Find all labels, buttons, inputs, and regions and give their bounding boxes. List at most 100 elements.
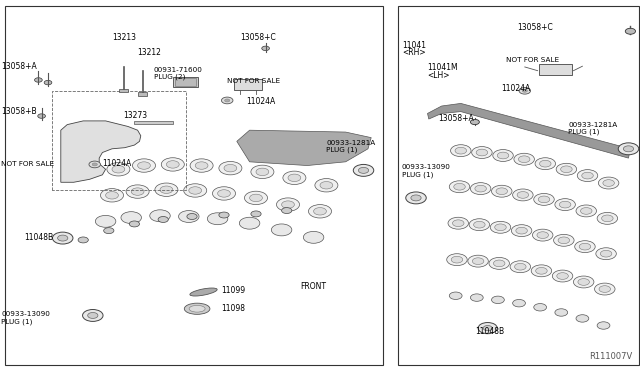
Text: 11041: 11041	[402, 41, 426, 50]
Text: <LH>: <LH>	[428, 71, 450, 80]
Polygon shape	[428, 103, 630, 158]
Text: 11048B: 11048B	[475, 327, 504, 336]
Circle shape	[406, 192, 426, 204]
Circle shape	[250, 194, 262, 202]
Circle shape	[449, 292, 462, 299]
Circle shape	[288, 174, 301, 182]
Text: R111007V: R111007V	[589, 352, 632, 361]
Circle shape	[519, 87, 531, 94]
Circle shape	[320, 182, 333, 189]
Circle shape	[557, 273, 568, 279]
Circle shape	[540, 160, 551, 167]
Bar	[5, 6, 383, 365]
Circle shape	[518, 156, 530, 163]
Circle shape	[187, 214, 197, 219]
Circle shape	[131, 188, 144, 195]
Text: FRONT: FRONT	[301, 282, 326, 291]
Circle shape	[556, 163, 577, 175]
Circle shape	[121, 212, 141, 224]
Polygon shape	[61, 119, 378, 249]
Circle shape	[358, 167, 369, 173]
Circle shape	[476, 149, 488, 156]
Circle shape	[595, 283, 615, 295]
Polygon shape	[61, 175, 378, 268]
Circle shape	[470, 183, 491, 195]
Circle shape	[225, 99, 230, 102]
Circle shape	[314, 208, 326, 215]
Circle shape	[221, 97, 233, 104]
Circle shape	[472, 147, 492, 158]
Circle shape	[106, 192, 118, 199]
Circle shape	[455, 147, 467, 154]
Circle shape	[555, 309, 568, 316]
Bar	[173, 77, 198, 87]
Circle shape	[58, 235, 68, 241]
Circle shape	[510, 261, 531, 273]
Circle shape	[166, 161, 179, 168]
Circle shape	[88, 312, 98, 318]
Bar	[138, 92, 147, 96]
Text: 13058+A: 13058+A	[438, 114, 474, 123]
Text: 13273: 13273	[124, 111, 148, 120]
Circle shape	[448, 217, 468, 229]
Circle shape	[582, 172, 593, 179]
Circle shape	[468, 255, 488, 267]
Circle shape	[353, 164, 374, 176]
Text: 13058+C: 13058+C	[240, 33, 276, 42]
Text: 13058+A: 13058+A	[1, 62, 37, 71]
Circle shape	[600, 250, 612, 257]
Circle shape	[244, 191, 268, 205]
Circle shape	[447, 254, 467, 266]
Circle shape	[602, 215, 613, 222]
Circle shape	[534, 304, 547, 311]
Circle shape	[618, 143, 639, 155]
Circle shape	[271, 224, 292, 236]
Circle shape	[195, 162, 208, 169]
Polygon shape	[415, 86, 632, 149]
Text: 13058+C: 13058+C	[517, 23, 553, 32]
Circle shape	[489, 257, 509, 269]
Circle shape	[469, 219, 490, 231]
Circle shape	[132, 159, 156, 172]
Circle shape	[596, 248, 616, 260]
Circle shape	[623, 146, 634, 152]
Text: 11024A: 11024A	[246, 97, 276, 106]
Circle shape	[282, 208, 292, 214]
Circle shape	[224, 164, 237, 172]
Circle shape	[625, 28, 636, 34]
Circle shape	[276, 198, 300, 211]
Circle shape	[155, 183, 178, 196]
Circle shape	[92, 163, 97, 166]
Circle shape	[262, 46, 269, 51]
Circle shape	[561, 166, 572, 173]
Circle shape	[597, 212, 618, 224]
Circle shape	[576, 205, 596, 217]
Bar	[119, 89, 128, 92]
Circle shape	[575, 241, 595, 253]
Circle shape	[511, 225, 532, 237]
Circle shape	[251, 165, 274, 179]
Circle shape	[150, 210, 170, 222]
Circle shape	[449, 181, 470, 193]
Polygon shape	[410, 86, 634, 332]
Circle shape	[283, 171, 306, 185]
Ellipse shape	[184, 303, 210, 314]
Circle shape	[475, 185, 486, 192]
Circle shape	[493, 150, 513, 161]
Bar	[134, 121, 173, 124]
Text: PLUG (2): PLUG (2)	[154, 74, 185, 80]
Circle shape	[282, 201, 294, 208]
Circle shape	[35, 78, 42, 82]
Circle shape	[126, 185, 149, 198]
Circle shape	[573, 276, 594, 288]
Circle shape	[552, 270, 573, 282]
Text: 00931-71600: 00931-71600	[154, 67, 202, 73]
Circle shape	[536, 267, 547, 274]
Ellipse shape	[190, 288, 217, 296]
Text: PLUG (1): PLUG (1)	[568, 128, 600, 135]
Circle shape	[107, 163, 130, 176]
Circle shape	[537, 232, 548, 238]
Circle shape	[577, 170, 598, 182]
Circle shape	[411, 195, 421, 201]
Bar	[234, 79, 262, 90]
